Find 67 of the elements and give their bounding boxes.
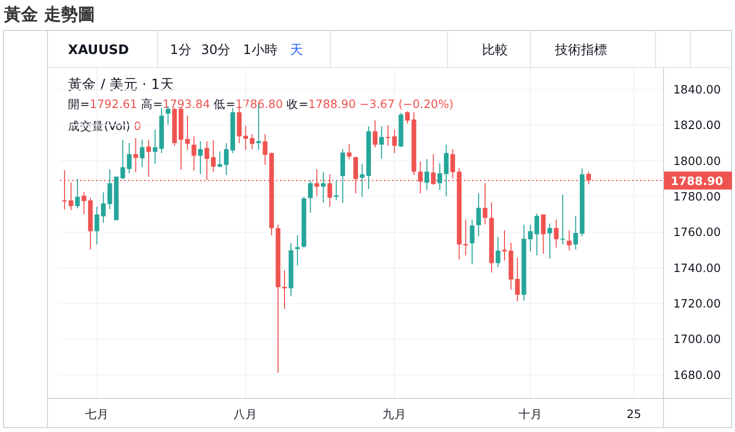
candlestick [444,144,449,197]
candlestick [146,139,151,178]
candlestick [133,138,138,173]
candlestick [217,150,222,168]
candlestick [140,139,144,168]
candlestick [379,126,384,160]
candlestick [340,148,346,204]
candlestick [534,213,540,256]
candlestick [334,180,339,200]
x-tick-label: 八月 [234,407,258,421]
candlestick [554,219,559,248]
candlestick [75,178,80,209]
text: XAUUSD [68,43,130,58]
y-tick-label: 1780.00 [673,189,721,204]
candlestick [463,219,468,256]
x-tick-label: 七月 [84,407,109,421]
y-tick-label: 1840.00 [673,82,721,96]
candlestick [101,192,106,224]
candlestick [192,136,196,172]
text: 30分 [201,43,231,58]
y-tick-label: 1680.00 [673,368,721,382]
candlestick [211,140,216,172]
y-tick-label: 1740.00 [673,260,721,275]
candlestick [126,142,132,174]
candlestick [224,142,229,176]
text: 天 [290,43,303,58]
candlestick [547,223,552,260]
candlestick [295,234,300,266]
candlestick [94,206,100,245]
candlestick [308,180,313,214]
candlestick [204,140,210,181]
candlestick [346,144,352,160]
candlestick [560,194,566,245]
candlestick [372,120,378,148]
candlestick [482,182,488,225]
text: 開=1792.61 高=1793.84 低=1786.80 收=1788.90 −3.67 (−0.20%) [68,97,454,111]
x-tick-label: 25 [626,407,642,421]
y-tick-label: 1820.00 [673,118,721,132]
candlestick [528,224,533,252]
candlestick [470,219,474,265]
candlestick [437,162,442,191]
y-tick-label: 1700.00 [673,332,721,346]
candlestick [107,168,112,210]
y-tick-label: 1720.00 [673,296,721,310]
ref-line-label: 1788.90 [670,174,724,188]
candlestick [424,158,430,191]
candlestick [321,172,326,203]
candlestick [476,192,481,237]
candlestick [282,270,287,310]
candlestick [120,139,126,180]
y-tick-label: 1760.00 [673,225,721,240]
text: 1小時 [243,43,278,58]
text: 比較 [482,43,508,58]
x-tick-label: 九月 [382,407,406,421]
candlestick [243,125,248,150]
candlestick [496,236,500,268]
candlestick [566,230,572,251]
candlestick [450,148,456,179]
y-tick-label: 1800.00 [673,154,721,168]
candlestick [250,134,254,150]
chart-title: 黃金 走勢圖 [3,5,95,25]
text: 技術指標 [554,43,607,58]
text: 1分 [170,43,192,58]
candlestick [573,215,578,250]
candlestick [540,214,546,254]
candlestick [198,140,203,174]
x-tick-label: 十月 [518,407,542,421]
